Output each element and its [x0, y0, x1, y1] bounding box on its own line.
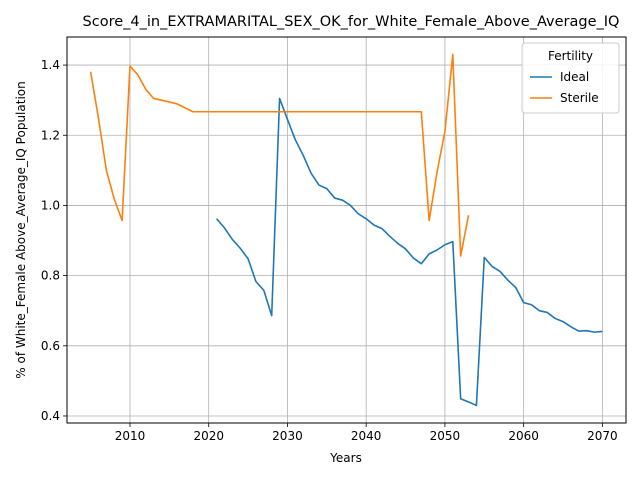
- x-tick-label: 2040: [351, 429, 382, 443]
- series-line-sterile: [89, 53, 470, 257]
- y-tick-label: 0.4: [41, 409, 60, 423]
- chart-title: Score_4_in_EXTRAMARITAL_SEX_OK_for_White…: [83, 14, 620, 30]
- y-tick-label: 1.4: [41, 58, 60, 72]
- y-axis-label: % of White_Female Above_Average_IQ Popul…: [14, 81, 28, 378]
- series-lines: [89, 53, 603, 407]
- y-tick-label: 1.0: [41, 198, 60, 212]
- legend-box: [521, 42, 620, 114]
- legend-label-sterile: Sterile: [560, 91, 599, 105]
- x-tick-label: 2060: [508, 429, 539, 443]
- legend: Fertility Ideal Sterile: [521, 42, 620, 114]
- y-axis-ticks: 0.4 0.6 0.8 1.0 1.2 1.4: [41, 58, 67, 423]
- x-tick-label: 2070: [587, 429, 618, 443]
- x-axis-ticks: 2010 2020 2030 2040 2050 2060 2070: [115, 423, 618, 443]
- y-tick-label: 0.6: [41, 339, 60, 353]
- legend-label-ideal: Ideal: [560, 70, 589, 84]
- y-tick-label: 1.2: [41, 128, 60, 142]
- x-tick-label: 2020: [193, 429, 224, 443]
- x-axis-label: Years: [329, 451, 362, 465]
- series-line-ideal: [215, 97, 603, 407]
- x-tick-label: 2010: [115, 429, 146, 443]
- plot-frame: [66, 36, 627, 424]
- x-tick-label: 2030: [272, 429, 303, 443]
- x-tick-label: 2050: [430, 429, 461, 443]
- y-tick-label: 0.8: [41, 269, 60, 283]
- legend-title: Fertility: [548, 49, 593, 63]
